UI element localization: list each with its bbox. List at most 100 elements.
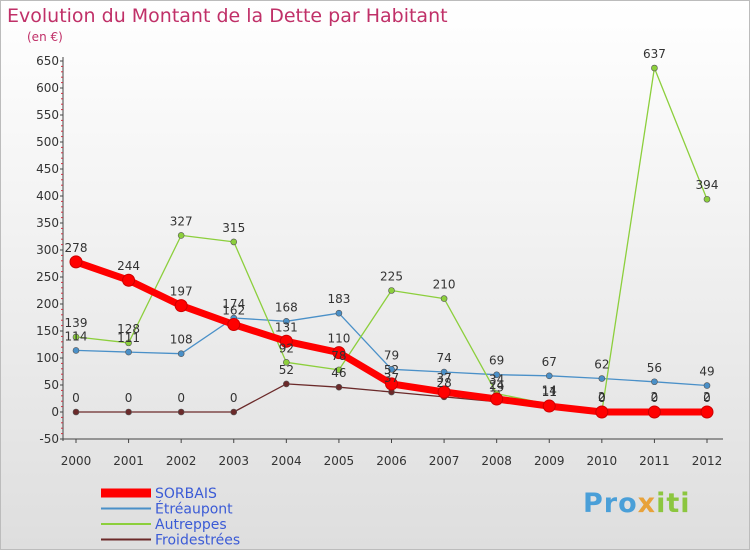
data-point xyxy=(125,339,132,347)
proxiti-logo[interactable]: Proxiti xyxy=(583,488,691,519)
data-label: 37 xyxy=(384,371,399,385)
data-label: 2 xyxy=(651,390,659,404)
data-label: 0 xyxy=(177,391,185,405)
data-point xyxy=(283,380,290,388)
series-lines xyxy=(69,64,714,419)
data-point xyxy=(440,368,448,376)
data-point xyxy=(69,255,83,269)
legend-label: SORBAIS xyxy=(155,486,217,502)
data-label: 111 xyxy=(117,331,140,345)
data-point xyxy=(647,405,661,419)
data-point xyxy=(177,232,185,239)
y-tick-label: -50 xyxy=(39,432,59,446)
data-label: 37 xyxy=(436,371,451,385)
data-label: 162 xyxy=(222,304,245,318)
y-tick-label: 550 xyxy=(36,108,59,122)
data-point xyxy=(335,366,343,374)
data-label: 11 xyxy=(542,385,557,399)
data-point xyxy=(72,347,80,354)
data-label: 327 xyxy=(170,214,193,228)
x-tick-label: 2012 xyxy=(692,454,723,468)
data-point xyxy=(542,399,556,413)
data-point xyxy=(227,318,241,332)
data-label: 24 xyxy=(489,378,504,392)
data-point xyxy=(230,408,238,416)
data-label: 183 xyxy=(327,292,350,306)
x-tick-label: 2000 xyxy=(61,454,92,468)
y-tick-label: 650 xyxy=(36,54,59,68)
data-label: 0 xyxy=(230,391,238,405)
data-label: 168 xyxy=(275,300,298,314)
x-tick-label: 2004 xyxy=(271,454,302,468)
data-label: 210 xyxy=(433,278,456,292)
y-tick-label: 350 xyxy=(36,216,59,230)
data-label: 174 xyxy=(222,297,245,311)
data-label: 197 xyxy=(170,285,193,299)
data-label: 315 xyxy=(222,221,245,235)
data-point xyxy=(72,333,80,341)
x-tick-label: 2002 xyxy=(166,454,197,468)
y-tick-label: 50 xyxy=(44,378,59,392)
data-label: 0 xyxy=(651,391,659,405)
x-tick-label: 2001 xyxy=(113,454,144,468)
data-label: 139 xyxy=(65,316,88,330)
data-label: 278 xyxy=(65,241,88,255)
axes: -500501001502002503003504004505005506006… xyxy=(36,54,723,468)
data-label: 128 xyxy=(117,322,140,336)
data-label: 69 xyxy=(489,354,504,368)
y-tick-label: 300 xyxy=(36,243,59,257)
data-label: 49 xyxy=(699,365,714,379)
data-point xyxy=(335,309,343,317)
logo-part-3: iti xyxy=(656,488,691,519)
data-point xyxy=(490,392,504,406)
data-point xyxy=(493,371,500,379)
data-label: 0 xyxy=(703,391,711,405)
data-label: 637 xyxy=(643,47,666,61)
y-tick-label: 200 xyxy=(36,297,59,311)
data-point xyxy=(651,64,658,72)
data-label: 0 xyxy=(598,391,606,405)
data-label: 62 xyxy=(594,358,609,372)
legend-label: Étréaupont xyxy=(155,501,233,518)
data-point xyxy=(125,348,132,356)
x-tick-label: 2010 xyxy=(587,454,618,468)
logo-part-2: x xyxy=(637,488,657,519)
x-tick-label: 2005 xyxy=(324,454,355,468)
data-label: 52 xyxy=(384,363,399,377)
data-label: 2 xyxy=(703,390,711,404)
data-label: 46 xyxy=(331,366,346,380)
data-label: 78 xyxy=(331,349,346,363)
data-point xyxy=(177,350,185,357)
data-point xyxy=(385,377,398,391)
x-tick-label: 2006 xyxy=(376,454,407,468)
y-tick-label: 400 xyxy=(36,189,59,203)
chart-subtitle: (en €) xyxy=(27,30,63,44)
data-label: 131 xyxy=(275,320,298,334)
data-label: 0 xyxy=(72,391,80,405)
data-point xyxy=(332,346,346,360)
legend-label: Froidestrées xyxy=(155,533,240,549)
data-label: 0 xyxy=(125,391,133,405)
data-point xyxy=(703,195,711,203)
data-point xyxy=(545,372,553,380)
y-tick-label: 600 xyxy=(36,81,59,95)
data-point xyxy=(595,405,609,419)
data-point xyxy=(651,378,658,386)
data-label: 2 xyxy=(598,390,606,404)
y-tick-label: 450 xyxy=(36,162,59,176)
data-label: 0 xyxy=(598,391,606,405)
data-label: 34 xyxy=(489,373,504,387)
data-point xyxy=(703,382,711,389)
data-point xyxy=(283,359,290,366)
data-point xyxy=(440,295,448,302)
data-point xyxy=(72,408,80,416)
data-label: 56 xyxy=(647,361,662,375)
data-point xyxy=(598,375,606,382)
data-label: 19 xyxy=(489,381,504,395)
data-label: 92 xyxy=(279,341,294,355)
y-tick-label: 100 xyxy=(36,351,59,365)
data-label: 110 xyxy=(327,332,350,346)
